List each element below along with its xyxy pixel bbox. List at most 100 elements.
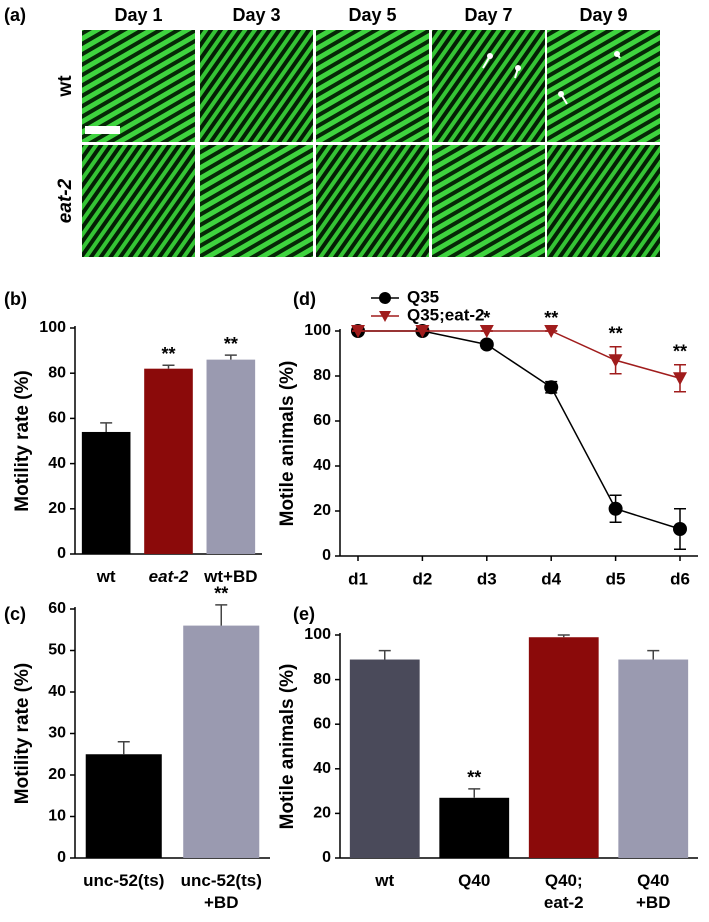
x-tick-label: unc-52(ts) +BD xyxy=(180,871,262,912)
panel-label: (d) xyxy=(293,289,316,309)
x-tick-label: unc-52(ts) xyxy=(83,871,165,890)
bar xyxy=(183,625,260,858)
bar xyxy=(528,637,599,858)
y-tick-label: 40 xyxy=(313,760,331,777)
x-tick-label: eat-2 xyxy=(148,567,189,586)
legend-marker xyxy=(379,292,391,304)
error-bar xyxy=(647,649,660,660)
y-tick-label: 60 xyxy=(313,412,331,429)
y-tick-label: 20 xyxy=(48,766,66,783)
x-tick-label: d3 xyxy=(477,569,497,588)
error-bar xyxy=(468,788,481,798)
significance: ** xyxy=(609,324,623,344)
x-tick-label: Q40 xyxy=(458,871,491,890)
bar xyxy=(349,659,420,858)
y-tick-label: 20 xyxy=(313,502,331,519)
x-tick-label: d5 xyxy=(606,569,626,588)
column-label: Day 7 xyxy=(464,5,512,25)
marker xyxy=(415,325,430,338)
y-tick-label: 80 xyxy=(313,367,331,384)
x-tick-label: wt xyxy=(375,871,395,890)
marker xyxy=(479,337,494,352)
y-tick-label: 40 xyxy=(48,455,66,472)
x-tick-label: Q40; eat-2 xyxy=(543,871,584,912)
y-tick-label: 40 xyxy=(48,683,66,700)
significance: ** xyxy=(673,342,687,362)
bar xyxy=(439,797,510,858)
significance: * xyxy=(483,308,490,328)
panel-label: (b) xyxy=(4,289,27,309)
bar xyxy=(206,359,256,554)
error-bar xyxy=(100,422,113,432)
micrograph xyxy=(432,30,545,142)
y-tick-label: 20 xyxy=(313,805,331,822)
x-tick-label: Q40 +BD xyxy=(636,871,671,912)
panel-label: (a) xyxy=(4,5,26,25)
error-bar xyxy=(215,604,228,626)
x-tick-label: d6 xyxy=(670,569,690,588)
micrograph xyxy=(200,30,313,142)
y-tick-label: 0 xyxy=(57,849,66,866)
bar xyxy=(618,659,689,858)
panel-label: (e) xyxy=(293,604,315,624)
marker xyxy=(544,380,559,395)
marker xyxy=(673,372,687,386)
significance: ** xyxy=(161,344,175,364)
significance: ** xyxy=(214,584,228,604)
arrow-head xyxy=(558,91,564,97)
micrograph xyxy=(547,145,660,257)
y-tick-label: 80 xyxy=(48,364,66,381)
significance: ** xyxy=(544,308,558,328)
legend-label: Q35 xyxy=(407,287,439,306)
scale-bar xyxy=(85,126,120,134)
y-tick-label: 100 xyxy=(39,319,66,336)
marker xyxy=(608,354,623,368)
micrograph xyxy=(82,145,195,257)
column-label: Day 1 xyxy=(114,5,162,25)
column-label: Day 9 xyxy=(579,5,627,25)
y-axis-title: Motile animals (%) xyxy=(277,664,298,830)
significance: ** xyxy=(467,768,481,788)
micrograph xyxy=(547,30,660,142)
series-line xyxy=(358,330,681,530)
micrograph xyxy=(432,145,545,257)
micrograph xyxy=(316,145,429,257)
y-tick-label: 0 xyxy=(322,849,331,866)
y-axis-title: Motile animals (%) xyxy=(277,361,298,527)
legend-label: Q35;eat-2 xyxy=(407,305,484,324)
series-line xyxy=(358,330,681,379)
panel-label: (c) xyxy=(4,604,26,624)
x-tick-label: d1 xyxy=(348,569,368,588)
marker xyxy=(351,325,365,338)
error-bar xyxy=(117,741,130,755)
legend-marker xyxy=(379,311,391,322)
y-axis-title: Motility rate (%) xyxy=(12,663,33,804)
micrograph xyxy=(200,145,313,257)
error-bar xyxy=(378,649,391,660)
y-tick-label: 100 xyxy=(304,626,331,643)
x-tick-label: wt xyxy=(96,567,116,586)
y-tick-label: 0 xyxy=(322,547,331,564)
row-label: eat-2 xyxy=(55,178,76,223)
error-bar xyxy=(557,634,570,638)
bar xyxy=(144,368,193,554)
y-tick-label: 50 xyxy=(48,642,66,659)
y-tick-label: 0 xyxy=(57,545,66,562)
y-tick-label: 60 xyxy=(313,715,331,732)
arrow-head xyxy=(614,51,620,57)
x-tick-label: wt+BD xyxy=(204,567,258,586)
arrow-head xyxy=(487,53,493,59)
error-bar xyxy=(224,354,237,360)
row-label: wt xyxy=(55,75,76,98)
y-axis-title: Motility rate (%) xyxy=(12,370,33,511)
bar xyxy=(85,754,162,858)
micrograph xyxy=(82,30,195,142)
error-bar xyxy=(162,364,175,369)
y-tick-label: 60 xyxy=(48,410,66,427)
y-tick-label: 10 xyxy=(48,808,66,825)
y-tick-label: 40 xyxy=(313,457,331,474)
column-label: Day 3 xyxy=(232,5,280,25)
arrow-head xyxy=(515,65,521,71)
